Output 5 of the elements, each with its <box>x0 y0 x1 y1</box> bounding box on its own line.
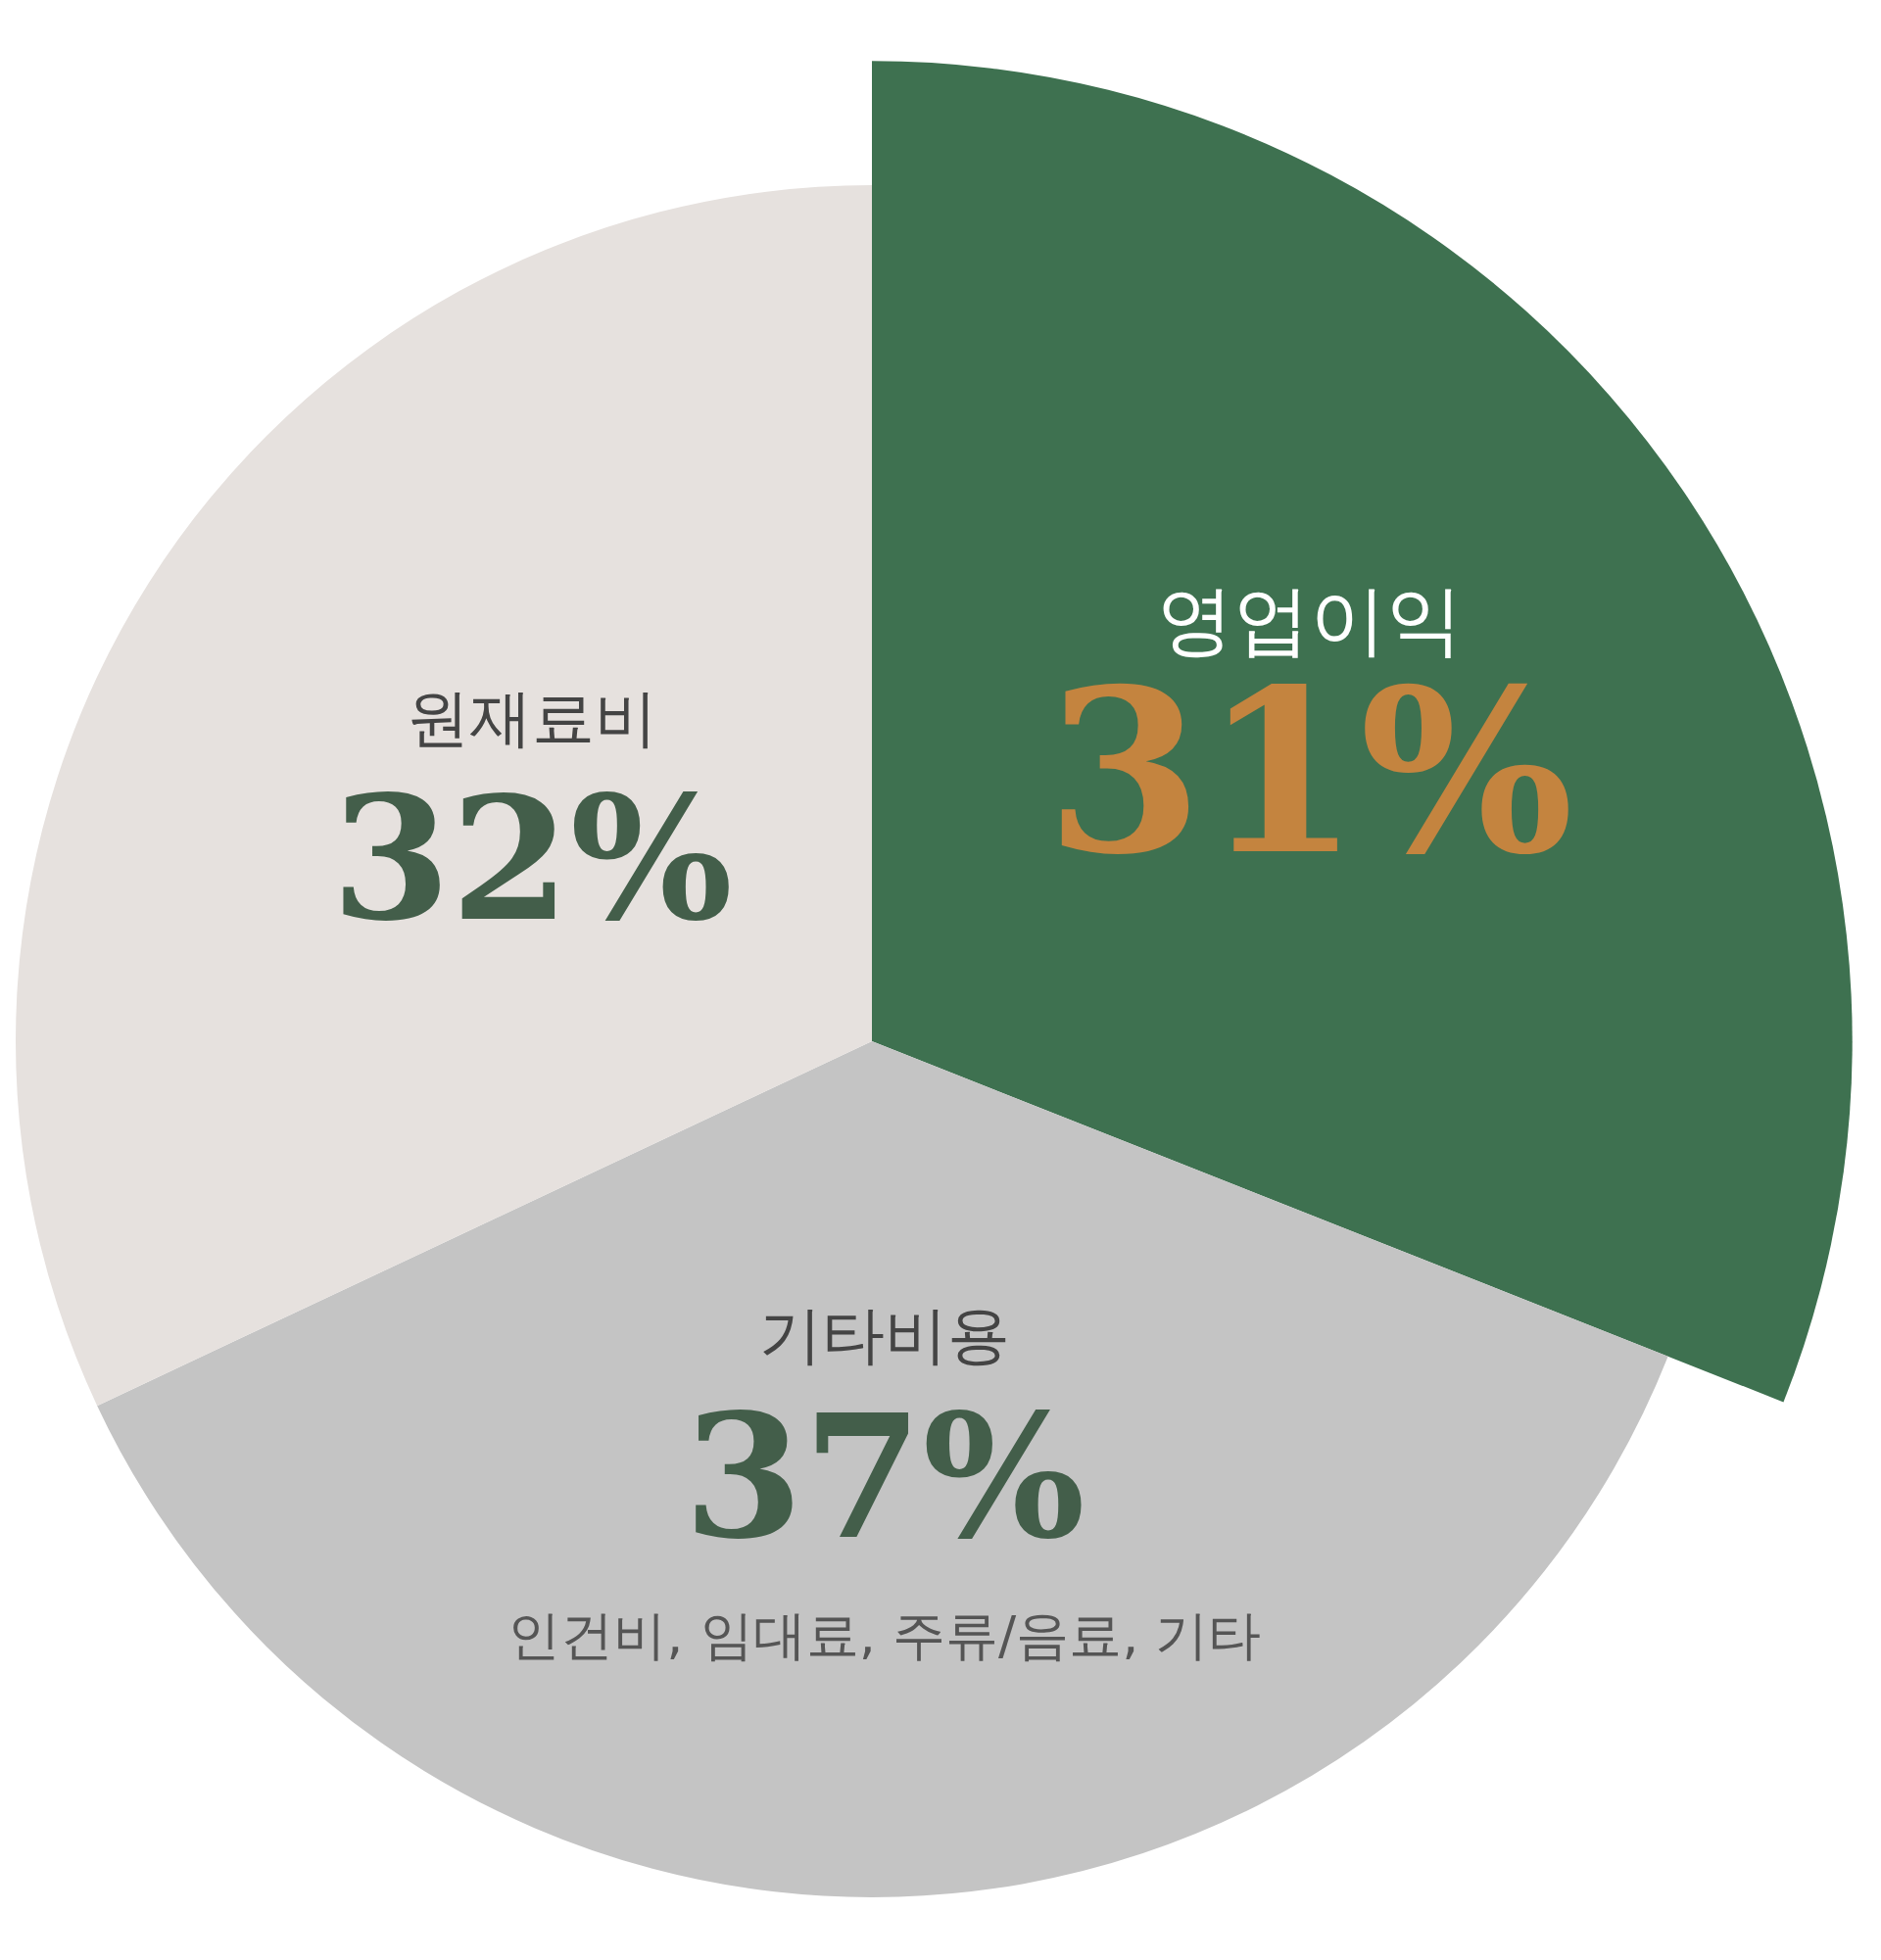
slice-label: 기타비용 <box>758 1299 1010 1372</box>
text: 인건비, 임대료, 주류/음료, 기타 <box>507 1603 1262 1666</box>
data-label: 37% <box>683 1376 1085 1578</box>
slice-label: 원재료비 <box>407 681 658 754</box>
data-label: 32% <box>331 758 734 960</box>
